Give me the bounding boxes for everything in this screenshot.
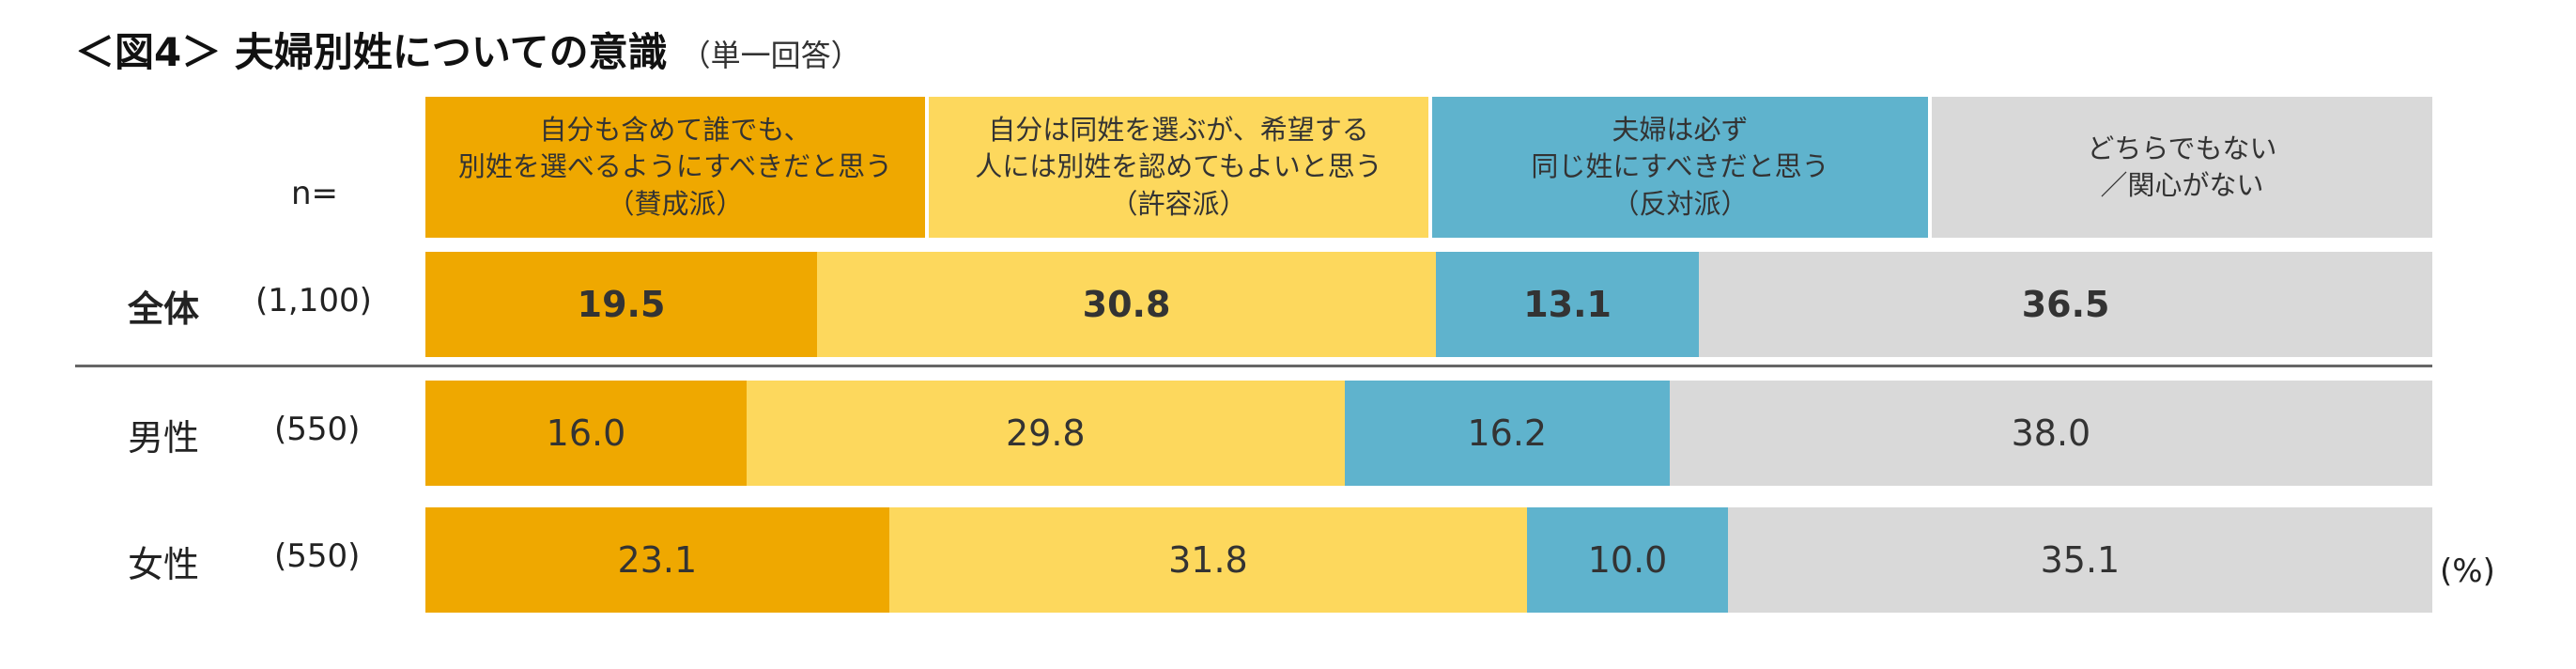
bar-segment: 38.0: [1669, 381, 2432, 486]
data-label: 31.8: [1168, 539, 1248, 581]
bar-segment: 13.1: [1435, 252, 1700, 357]
title-main: ＜図4＞ 夫婦別姓についての意識: [75, 29, 668, 75]
legend-header-line: （許容派）: [1110, 187, 1247, 220]
legend-header-1: 自分も含めて誰でも、 別姓を選べるようにすべきだと思う （賛成派）: [425, 97, 925, 238]
data-label: 19.5: [577, 284, 666, 325]
legend-header-2: 自分は同姓を選ぶが、希望する 人には別姓を認めてもよいと思う （許容派）: [929, 97, 1428, 238]
chart-title: ＜図4＞ 夫婦別姓についての意識 （単一回答）: [75, 21, 861, 78]
row-label: 全体: [128, 288, 200, 330]
row-sample-size: (550): [274, 537, 361, 575]
bar-segment: 10.0: [1527, 507, 1728, 613]
n-label: n=: [291, 175, 339, 212]
data-label: 16.0: [546, 412, 626, 454]
data-label: 10.0: [1587, 539, 1668, 581]
bar-segment: 16.2: [1344, 381, 1670, 486]
bar-segment: 19.5: [425, 252, 818, 357]
data-label: 36.5: [2021, 284, 2110, 325]
data-label: 13.1: [1523, 284, 1612, 325]
stacked-bar: 23.1 31.8 10.0 35.1: [425, 507, 2432, 613]
data-label: 35.1: [2040, 539, 2121, 581]
bar-segment: 29.8: [746, 381, 1345, 486]
legend-header-line: 自分は同姓を選ぶが、希望する: [988, 114, 1369, 147]
legend-header-text: 夫婦は必ず 同じ姓にすべきだと思う （反対派）: [1531, 112, 1828, 222]
bar-segment: 30.8: [817, 252, 1436, 357]
bar-segment: 31.8: [888, 507, 1528, 613]
row-label: 女性: [128, 544, 200, 585]
data-label: 29.8: [1006, 412, 1086, 454]
row-sample-size: (1,100): [255, 282, 372, 319]
legend-header-line: （賛成派）: [607, 187, 744, 220]
unit-label: (%): [2440, 552, 2495, 590]
legend-header-text: 自分は同姓を選ぶが、希望する 人には別姓を認めてもよいと思う （許容派）: [975, 112, 1382, 222]
legend-header-text: どちらでもない ／関心がない: [2087, 131, 2276, 204]
bar-segment: 16.0: [425, 381, 747, 486]
data-label: 16.2: [1467, 412, 1548, 454]
legend-header-line: 別姓を選べるようにすべきだと思う: [457, 150, 893, 183]
total-divider-line: [75, 365, 2432, 367]
legend-header-line: 夫婦は必ず: [1612, 114, 1749, 147]
title-sub: （単一回答）: [680, 38, 861, 73]
data-label: 38.0: [2011, 412, 2091, 454]
legend-header-3: 夫婦は必ず 同じ姓にすべきだと思う （反対派）: [1432, 97, 1928, 238]
stacked-bar: 19.5 30.8 13.1 36.5: [425, 252, 2432, 357]
legend-header-line: 人には別姓を認めてもよいと思う: [975, 150, 1382, 183]
stacked-bar: 16.0 29.8 16.2 38.0: [425, 381, 2432, 486]
row-label: 男性: [128, 417, 200, 459]
bar-segment: 35.1: [1727, 507, 2432, 613]
legend-header-text: 自分も含めて誰でも、 別姓を選べるようにすべきだと思う （賛成派）: [458, 112, 892, 222]
bar-segment: 36.5: [1699, 252, 2432, 357]
row-sample-size: (550): [274, 411, 361, 448]
legend-header-line: 同じ姓にすべきだと思う: [1531, 150, 1829, 183]
legend-header-line: ／関心がない: [2100, 169, 2264, 201]
bar-segment: 23.1: [425, 507, 889, 613]
data-label: 30.8: [1082, 284, 1171, 325]
legend-header-line: 自分も含めて誰でも、: [539, 114, 811, 147]
data-label: 23.1: [617, 539, 698, 581]
legend-header-4: どちらでもない ／関心がない: [1932, 97, 2432, 238]
legend-header-line: （反対派）: [1612, 187, 1749, 220]
legend-header-line: どちらでもない: [2087, 132, 2277, 164]
